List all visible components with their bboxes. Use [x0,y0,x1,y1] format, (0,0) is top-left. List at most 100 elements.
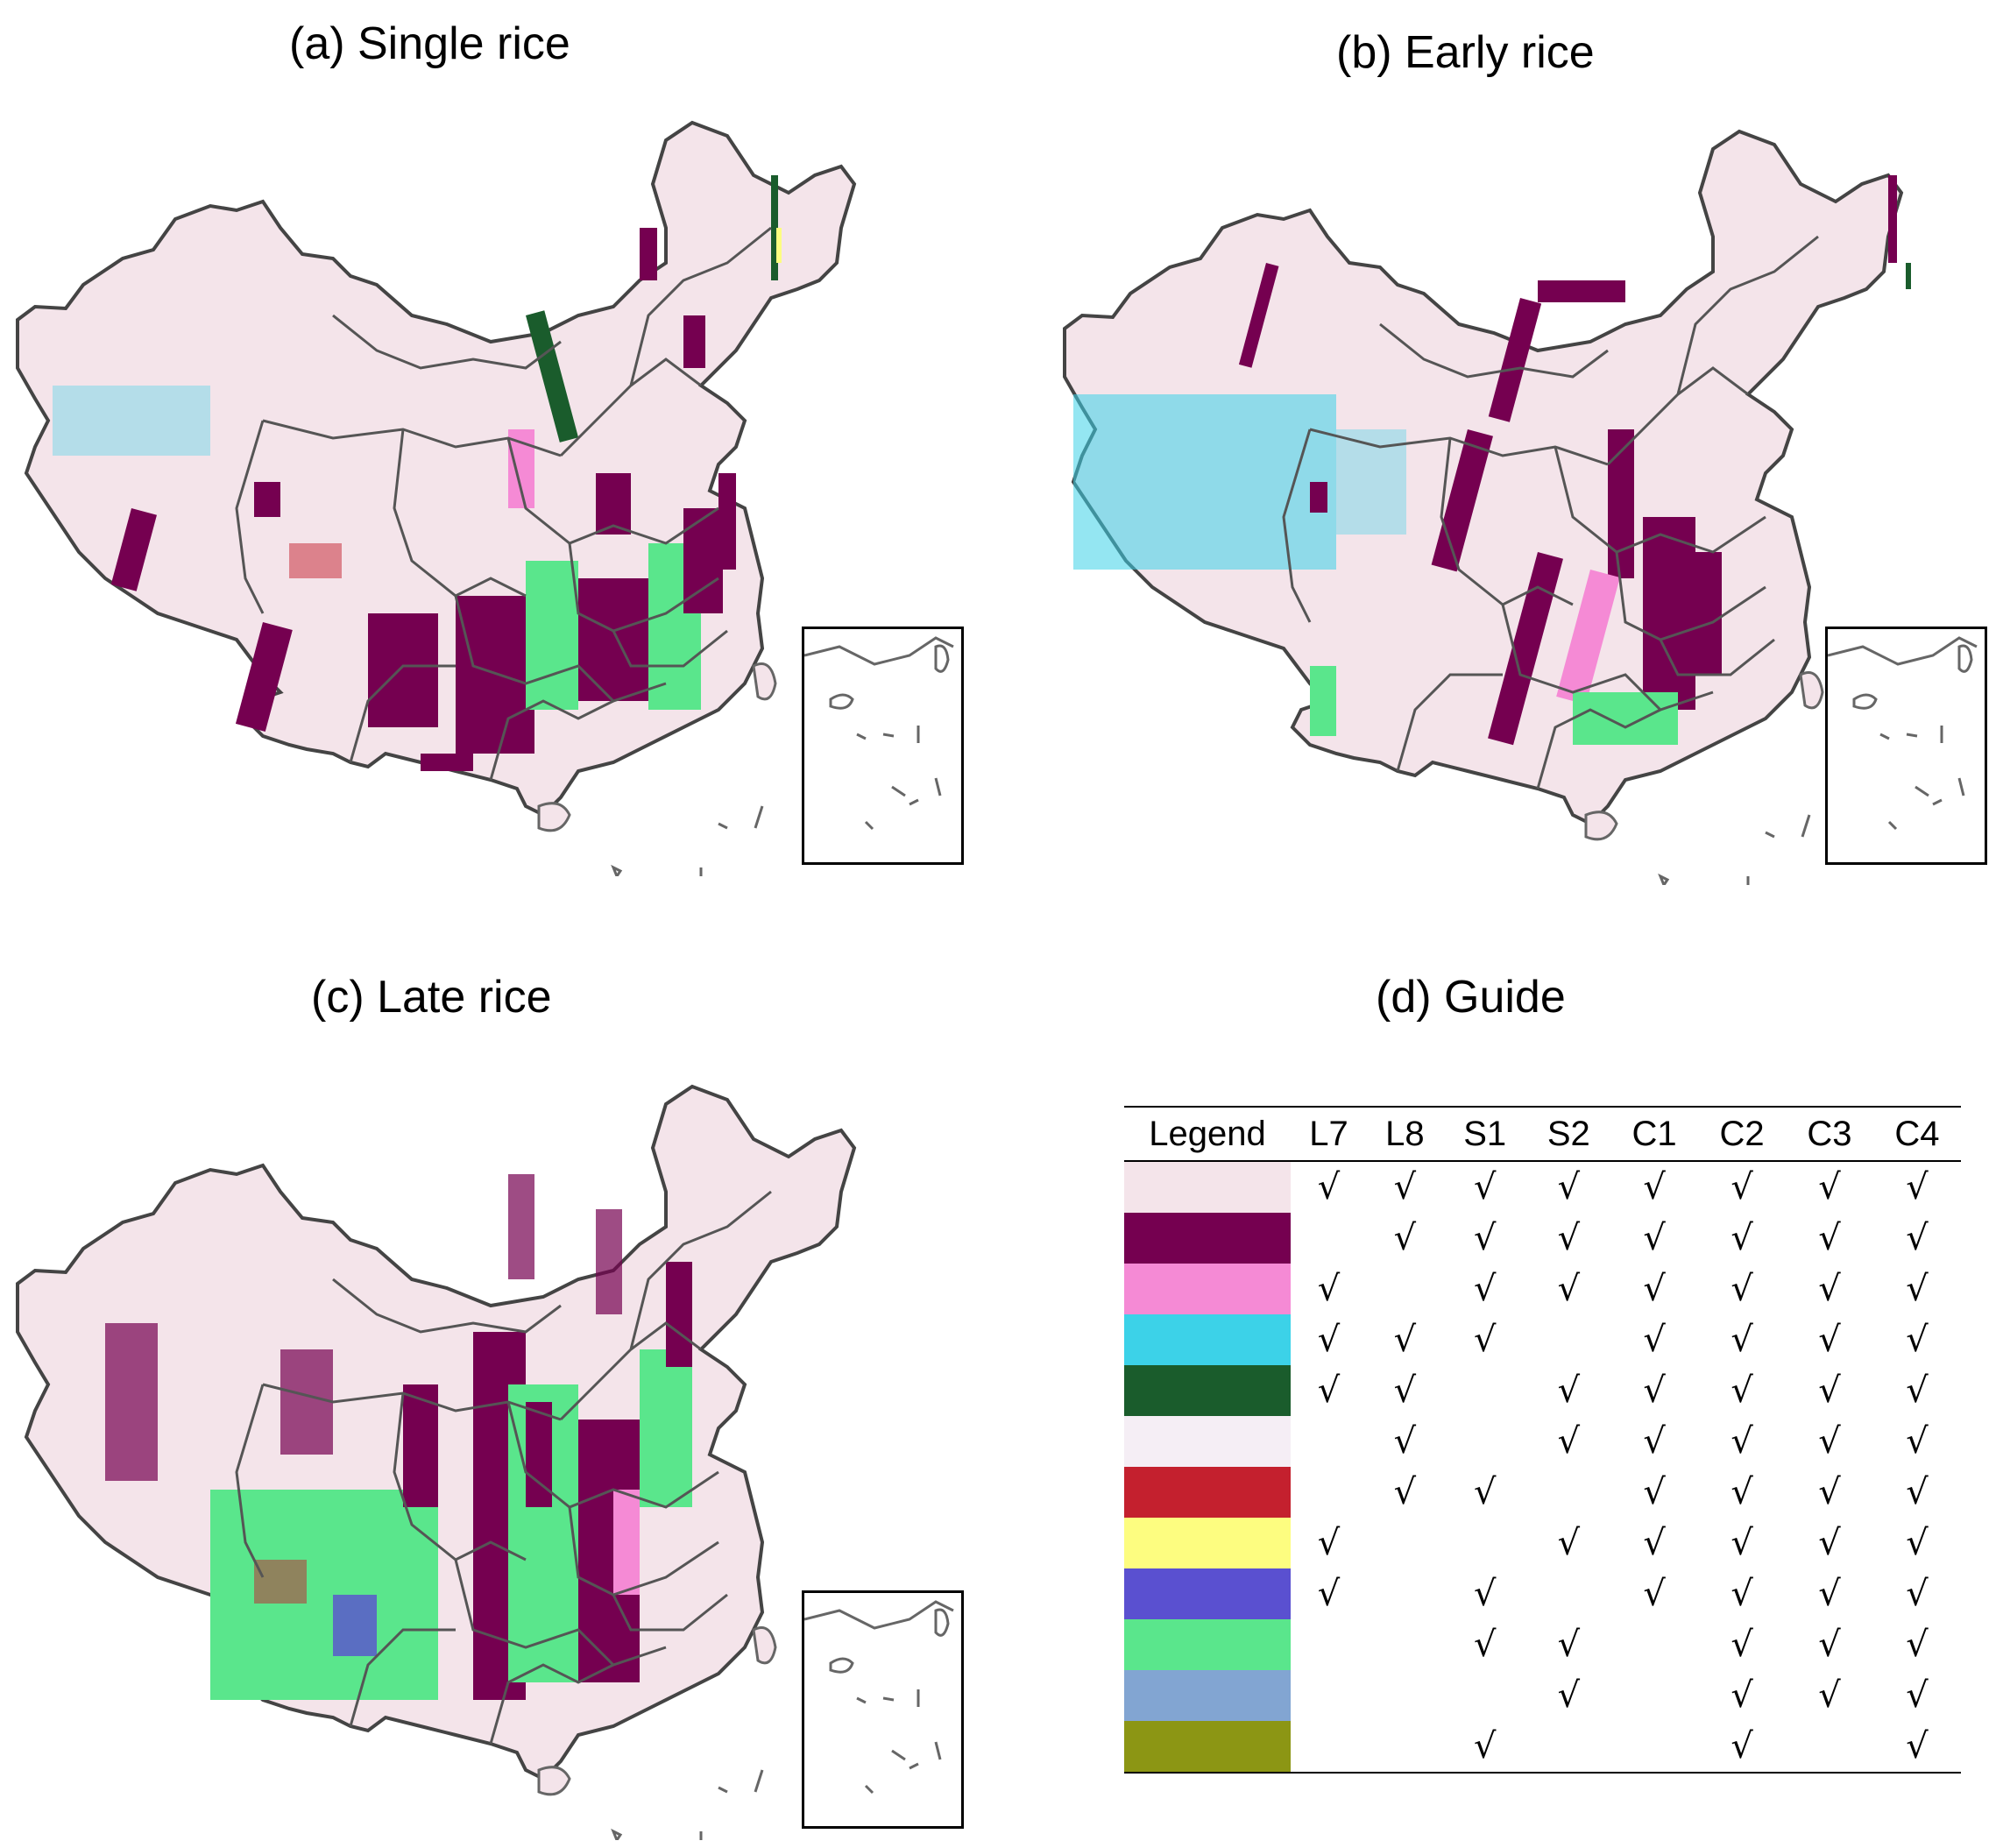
empty-cell [1786,1721,1873,1774]
empty-cell [1367,1568,1443,1619]
check-mark: √ [1698,1721,1787,1774]
check-mark: √ [1473,1269,1497,1309]
legend-color-swatch [1124,1467,1291,1518]
check-mark: √ [1643,1269,1666,1309]
check-mark: √ [1317,1167,1341,1207]
check-mark: √ [1393,1421,1417,1462]
legend-color-swatch [1124,1416,1291,1467]
legend-swatch-cell [1124,1416,1291,1467]
empty-cell [1526,1721,1611,1774]
check-mark: √ [1393,1370,1417,1411]
check-mark: √ [1818,1574,1841,1614]
guide-row: √ √ √ √ √ √ [1124,1416,1961,1467]
check-mark: √ [1643,1370,1666,1411]
check-mark: √ [1906,1370,1929,1411]
check-mark: √ [1473,1625,1497,1665]
guide-row: √ √ √ √ √ [1124,1619,1961,1670]
map-single-rice [16,121,856,876]
empty-cell [1443,1416,1527,1467]
guide-row: √ √ √ √ [1124,1670,1961,1721]
legend-color-swatch [1124,1670,1291,1721]
guide-row: √ √ √ √ √ √ [1124,1518,1961,1568]
check-mark: √ [1473,1167,1497,1207]
legend-color-swatch [1124,1568,1291,1619]
check-mark: √ [1731,1625,1753,1665]
legend-swatch-cell [1124,1264,1291,1314]
check-mark: √ [1906,1421,1929,1462]
check-mark: √ [1393,1472,1417,1512]
empty-cell [1291,1721,1367,1774]
check-mark: √ [1317,1574,1341,1614]
check-mark: √ [1317,1269,1341,1309]
empty-cell [1443,1670,1527,1721]
legend-swatch-cell [1124,1314,1291,1365]
check-mark: √ [1818,1167,1841,1207]
empty-cell [1367,1264,1443,1314]
check-mark: √ [1906,1269,1929,1309]
check-mark: √ [1906,1625,1929,1665]
legend-swatch-cell [1124,1365,1291,1416]
guide-header-c2: C2 [1698,1106,1787,1162]
rice-patches-early [1073,175,1911,746]
inset-south-china-sea-c [802,1590,964,1829]
check-mark: √ [1818,1472,1841,1512]
check-mark: √ [1473,1218,1497,1258]
legend-color-swatch [1124,1162,1291,1213]
legend-color-swatch [1124,1213,1291,1264]
check-mark: √ [1731,1320,1753,1360]
guide-row: √ √ √ √ √ √ [1124,1568,1961,1619]
guide-header-c4: C4 [1872,1106,1961,1162]
guide-header-l7: L7 [1291,1106,1367,1162]
guide-row: √ √ √ [1124,1721,1961,1774]
check-mark: √ [1643,1523,1666,1563]
empty-cell [1610,1721,1699,1774]
check-mark: √ [1906,1675,1929,1716]
check-mark: √ [1442,1721,1527,1774]
check-mark: √ [1643,1218,1666,1258]
legend-swatch-cell [1124,1568,1291,1619]
check-mark: √ [1557,1218,1581,1258]
check-mark: √ [1731,1675,1753,1716]
empty-cell [1527,1568,1611,1619]
check-mark: √ [1731,1269,1753,1309]
empty-cell [1610,1619,1698,1670]
legend-swatch-cell [1124,1721,1291,1774]
legend-swatch-cell [1124,1213,1291,1264]
guide-row: √ √ √ √ √ √ √ [1124,1365,1961,1416]
check-mark: √ [1317,1523,1341,1563]
check-mark: √ [1393,1218,1417,1258]
check-mark: √ [1818,1625,1841,1665]
legend-color-swatch [1124,1518,1291,1568]
check-mark: √ [1731,1472,1753,1512]
check-mark: √ [1731,1167,1753,1207]
panel-a-title: (a) Single rice [289,18,570,69]
legend-color-swatch [1124,1619,1291,1670]
check-mark: √ [1473,1472,1497,1512]
guide-header-l8: L8 [1366,1106,1443,1162]
check-mark: √ [1317,1370,1341,1411]
check-mark: √ [1557,1523,1581,1563]
empty-cell [1367,1518,1443,1568]
inset-south-china-sea-b [1825,627,1987,865]
check-mark: √ [1906,1574,1929,1614]
guide-row: √ √ √ √ √ √ √ √ [1124,1161,1961,1213]
empty-cell [1291,1467,1367,1518]
check-mark: √ [1393,1320,1417,1360]
check-mark: √ [1643,1167,1666,1207]
panel-d-title: (d) Guide [1376,972,1566,1023]
empty-cell [1367,1619,1443,1670]
empty-cell [1367,1670,1443,1721]
check-mark: √ [1557,1675,1581,1716]
check-mark: √ [1818,1675,1841,1716]
check-mark: √ [1818,1421,1841,1462]
check-mark: √ [1731,1574,1753,1614]
check-mark: √ [1906,1320,1929,1360]
guide-header-row: Legend L7 L8 S1 S2 C1 C2 C3 C4 [1124,1106,1961,1162]
check-mark: √ [1643,1421,1666,1462]
legend-color-swatch [1124,1365,1291,1416]
legend-swatch-cell [1124,1670,1291,1721]
check-mark: √ [1643,1574,1666,1614]
check-mark: √ [1906,1167,1929,1207]
check-mark: √ [1557,1269,1581,1309]
legend-swatch-cell [1124,1518,1291,1568]
